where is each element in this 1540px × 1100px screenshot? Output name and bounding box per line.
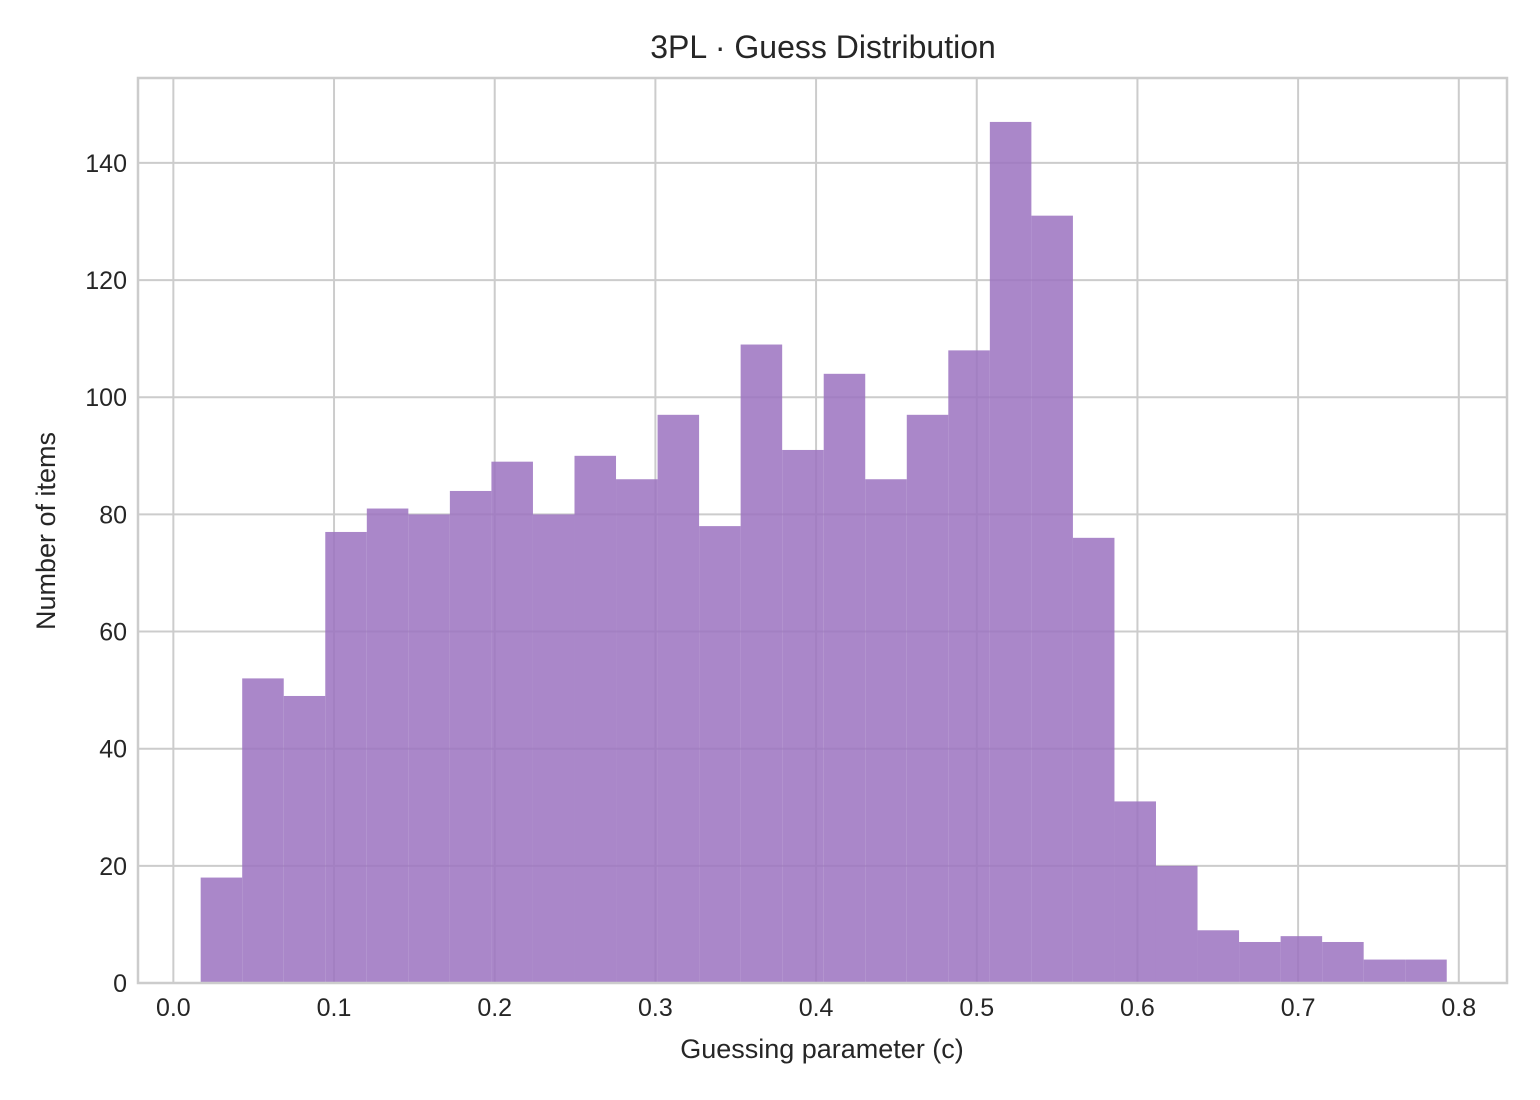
histogram-bar [366, 508, 409, 983]
histogram-bar [449, 490, 492, 983]
x-tick-label: 0.3 [638, 994, 673, 1022]
x-tick-label: 0.1 [317, 994, 352, 1022]
histogram-bar [616, 479, 658, 983]
histogram-bar [989, 121, 1032, 984]
histogram-bar [283, 695, 326, 983]
y-tick-label: 40 [99, 736, 127, 764]
histogram-bar [574, 455, 617, 983]
histogram-bar [657, 414, 700, 984]
histogram-bar [948, 350, 990, 983]
histogram-bar [906, 414, 949, 984]
y-tick-label: 60 [99, 619, 127, 647]
y-tick-labels: 0 20 40 60 80 100 120 140 [85, 150, 127, 998]
histogram-bar [1197, 930, 1240, 983]
y-tick-label: 100 [85, 384, 127, 412]
x-tick-label: 0.7 [1281, 994, 1316, 1022]
y-tick-label: 20 [99, 853, 127, 881]
histogram-bar [782, 449, 824, 984]
y-tick-label: 120 [85, 267, 127, 295]
y-tick-label: 140 [85, 150, 127, 178]
axes-frame [136, 76, 1509, 985]
histogram-bar [865, 479, 907, 983]
x-tick-label: 0.6 [1120, 994, 1155, 1022]
histogram-bar [532, 514, 575, 983]
histogram-bar [1363, 959, 1406, 983]
histogram-bar [200, 877, 243, 983]
histogram-bar [1155, 865, 1198, 983]
histogram-bar [1405, 959, 1447, 983]
histogram-bar [1072, 537, 1115, 983]
histogram-bar [408, 514, 450, 983]
chart-title: 3PL · Guess Distribution [650, 29, 996, 65]
x-tick-label: 0.8 [1441, 994, 1476, 1022]
x-tick-label: 0.4 [799, 994, 834, 1022]
histogram-bar [325, 531, 367, 983]
histogram-bar [1031, 215, 1073, 984]
x-tick-labels: 0.0 0.1 0.2 0.3 0.4 0.5 0.6 0.7 0.8 [156, 994, 1476, 1022]
histogram-bar [740, 344, 783, 984]
histogram-bar [242, 678, 284, 983]
x-tick-label: 0.0 [156, 994, 191, 1022]
histogram-bar [491, 461, 533, 984]
x-axis-label: Guessing parameter (c) [680, 1034, 964, 1064]
x-tick-label: 0.2 [477, 994, 512, 1022]
histogram-bar [1239, 941, 1281, 983]
y-axis-label: Number of items [31, 432, 61, 630]
x-tick-label: 0.5 [959, 994, 994, 1022]
histogram-bar [699, 526, 741, 983]
histogram-bar [1280, 936, 1323, 983]
y-tick-label: 0 [113, 970, 127, 998]
y-tick-label: 80 [99, 501, 127, 529]
histogram-bar [1114, 801, 1156, 983]
histogram-bar [823, 373, 866, 983]
histogram-bar [1322, 941, 1364, 983]
histogram-bars [200, 121, 1447, 984]
